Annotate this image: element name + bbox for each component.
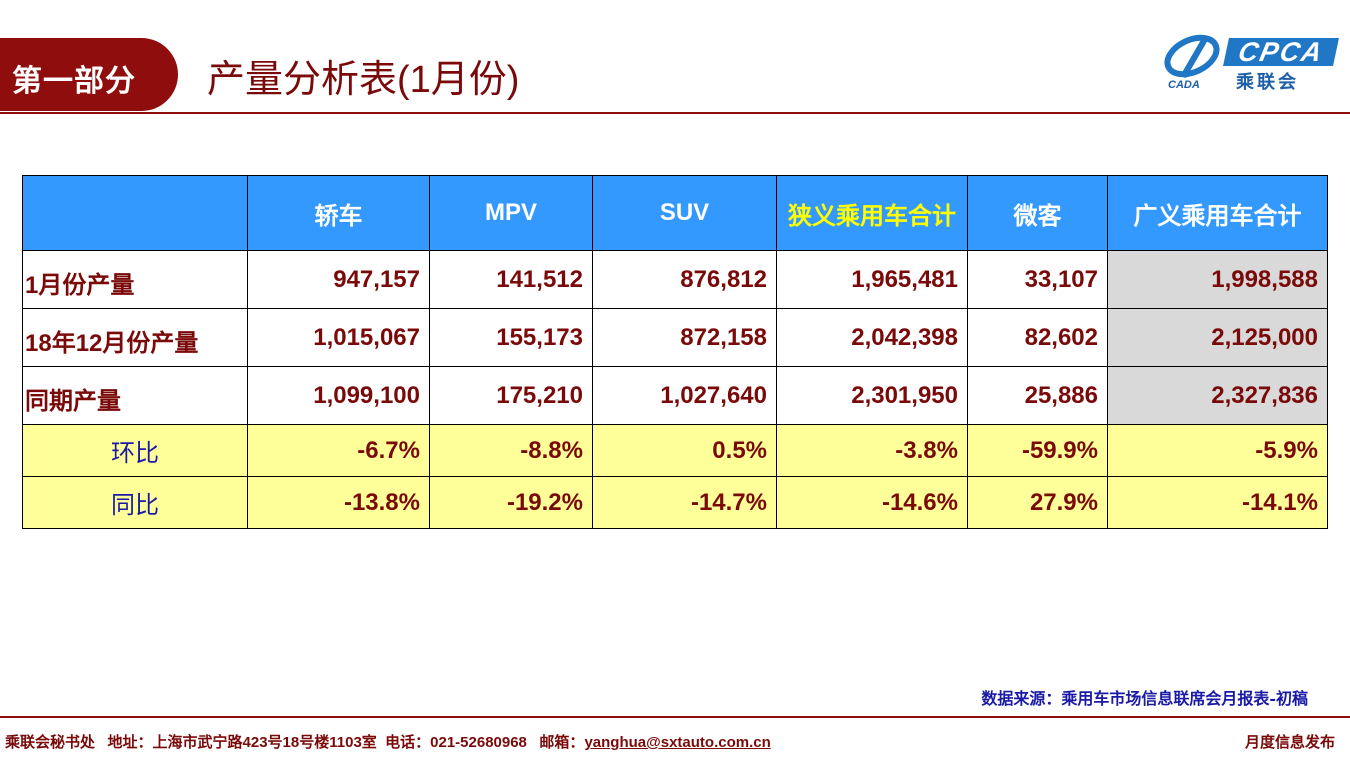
table-cell: -14.6% — [776, 476, 968, 529]
table-cell: 947,157 — [247, 250, 430, 309]
table-cell: 1,015,067 — [247, 308, 430, 367]
row-label: 环比 — [22, 424, 248, 477]
table-cell: -14.1% — [1107, 476, 1328, 529]
table-cell: 2,125,000 — [1107, 308, 1328, 367]
table-cell: -19.2% — [429, 476, 593, 529]
table-row: 同比 -13.8% -19.2% -14.7% -14.6% 27.9% -14… — [22, 476, 1328, 529]
production-table: 轿车 MPV SUV 狭义乘用车合计 微客 广义乘用车合计 1月份产量 947,… — [22, 175, 1328, 529]
column-header-suv: SUV — [592, 175, 777, 251]
table-cell: 872,158 — [592, 308, 777, 367]
footer-email-label: 邮箱： — [539, 734, 585, 751]
table-cell: 27.9% — [967, 476, 1108, 529]
table-cell: 175,210 — [429, 366, 593, 425]
column-header-empty — [22, 175, 248, 251]
footer-email-link[interactable]: yanghua@sxtauto.com.cn — [584, 734, 771, 751]
table-cell: 0.5% — [592, 424, 777, 477]
footer-release-note: 月度信息发布 — [1244, 734, 1335, 751]
table-row: 1月份产量 947,157 141,512 876,812 1,965,481 … — [22, 250, 1328, 309]
table-cell: 2,042,398 — [776, 308, 968, 367]
row-label: 1月份产量 — [22, 250, 248, 309]
footer-contact: 乘联会秘书处 地址：上海市武宁路423号18号楼1103室 电话：021-526… — [5, 731, 771, 752]
table-row: 18年12月份产量 1,015,067 155,173 872,158 2,04… — [22, 308, 1328, 367]
logo-text-cn: 乘联会 — [1236, 72, 1299, 92]
data-source-note: 数据来源：乘用车市场信息联席会月报表-初稿 — [981, 689, 1308, 708]
footer-divider — [0, 716, 1350, 718]
header-divider — [0, 112, 1350, 114]
row-label: 同比 — [22, 476, 248, 529]
table-cell: 82,602 — [967, 308, 1108, 367]
table-cell: -3.8% — [776, 424, 968, 477]
section-tab: 第一部分 — [0, 38, 178, 111]
column-header-mpv: MPV — [429, 175, 593, 251]
table-cell: -6.7% — [247, 424, 430, 477]
table-header-row: 轿车 MPV SUV 狭义乘用车合计 微客 广义乘用车合计 — [22, 175, 1328, 251]
footer-address: 地址：上海市武宁路423号18号楼1103室 — [107, 734, 377, 751]
column-header-sedan: 轿车 — [247, 175, 430, 251]
table-cell: 33,107 — [967, 250, 1108, 309]
page-title: 产量分析表(1月份) — [207, 59, 520, 101]
table-cell: -8.8% — [429, 424, 593, 477]
table-row: 同期产量 1,099,100 175,210 1,027,640 2,301,9… — [22, 366, 1328, 425]
row-label: 18年12月份产量 — [22, 308, 248, 367]
table-row: 环比 -6.7% -8.8% 0.5% -3.8% -59.9% -5.9% — [22, 424, 1328, 477]
footer-org: 乘联会秘书处 — [5, 734, 96, 751]
logo-text-en: CPCA — [1223, 37, 1339, 67]
table-cell: -59.9% — [967, 424, 1108, 477]
table-cell: 1,965,481 — [776, 250, 968, 309]
cada-logo-icon: CADA — [1164, 34, 1220, 91]
table-cell: 1,099,100 — [247, 366, 430, 425]
table-cell: 2,301,950 — [776, 366, 968, 425]
table-cell: 1,027,640 — [592, 366, 777, 425]
table-cell: 2,327,836 — [1107, 366, 1328, 425]
section-label: 第一部分 — [12, 65, 136, 98]
table-cell: -13.8% — [247, 476, 430, 529]
table-cell: 25,886 — [967, 366, 1108, 425]
table-cell: 1,998,588 — [1107, 250, 1328, 309]
column-header-narrow-total: 狭义乘用车合计 — [776, 175, 968, 251]
table-cell: 155,173 — [429, 308, 593, 367]
column-header-mini-bus: 微客 — [967, 175, 1108, 251]
table-cell: 141,512 — [429, 250, 593, 309]
table-cell: -5.9% — [1107, 424, 1328, 477]
row-label: 同期产量 — [22, 366, 248, 425]
footer-phone: 电话：021-52680968 — [385, 734, 527, 751]
table-cell: 876,812 — [592, 250, 777, 309]
cpca-logo: CADA CPCA 乘联会 — [1162, 30, 1342, 92]
column-header-broad-total: 广义乘用车合计 — [1107, 175, 1328, 251]
logo-mark-text: CADA — [1168, 79, 1200, 91]
table-cell: -14.7% — [592, 476, 777, 529]
